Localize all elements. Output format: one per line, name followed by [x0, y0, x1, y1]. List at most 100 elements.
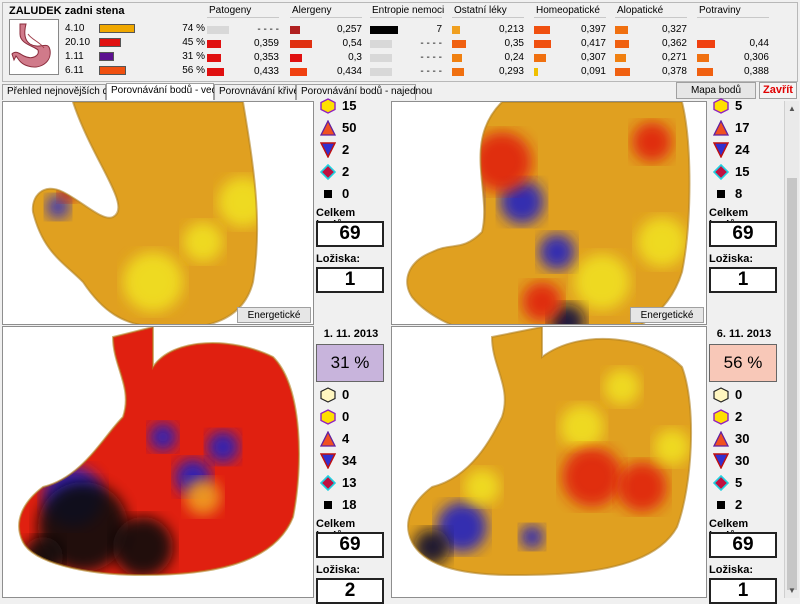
measurement-row[interactable]: 6.11 56 % — [65, 64, 207, 77]
symbol-count: 2 — [342, 142, 350, 157]
measurement-date: 1.11 — [65, 51, 84, 62]
symbol-count: 13 — [342, 475, 357, 490]
category-row: 0,091 — [534, 65, 612, 78]
category-label: Alopatické — [617, 5, 664, 16]
tab-compare-together[interactable]: Porovnávání bodů - najednou — [296, 84, 432, 100]
foci-value: 1 — [709, 578, 777, 604]
category-row: 7 — [370, 23, 448, 36]
category-4: Ostatní léky 0,213 0,35 0,24 0,293 — [452, 5, 530, 81]
triangle-down-icon — [319, 142, 337, 159]
category-bar — [207, 40, 221, 48]
stomach-heatmap — [3, 102, 313, 324]
stomach-heatmap — [392, 102, 702, 324]
category-bar — [452, 26, 460, 34]
diamond-icon — [712, 474, 730, 492]
map-button[interactable]: Mapa bodů — [676, 82, 756, 99]
foci-value: 1 — [316, 267, 384, 293]
category-row: 0,54 — [290, 37, 368, 50]
foci-value: 1 — [709, 267, 777, 293]
category-row: 0,271 — [615, 51, 693, 64]
category-bar — [370, 26, 398, 34]
category-7: Potraviny 0,44 0,306 0,388 — [697, 5, 775, 81]
category-value: 0,306 — [743, 52, 769, 63]
tab-overview[interactable]: Přehled nejnovějších dat — [2, 84, 117, 100]
category-value: 0,35 — [504, 38, 524, 49]
category-value: 0,378 — [661, 66, 687, 77]
measurement-date: 20.10 — [65, 37, 91, 48]
category-value: 7 — [436, 24, 442, 35]
energy-points-button[interactable]: Energetické body — [237, 307, 311, 323]
category-bar — [697, 54, 709, 62]
energy-points-button[interactable]: Energetické body — [630, 307, 704, 323]
category-row: 0,44 — [697, 37, 775, 50]
category-3: Entropie nemoci 7 - - - - - - - - - - - … — [370, 5, 448, 81]
category-row: 0,293 — [452, 65, 530, 78]
category-value: 0,54 — [342, 38, 362, 49]
category-value: 0,307 — [580, 52, 606, 63]
symbol-count: 2 — [735, 497, 743, 512]
percent-box: 31 % — [316, 344, 384, 382]
symbol-count: 0 — [342, 409, 350, 424]
triangle-up-icon — [319, 119, 337, 136]
symbol-count: 18 — [342, 497, 357, 512]
category-value: - - - - — [420, 52, 442, 63]
category-bar — [290, 54, 302, 62]
triangle-down-icon — [712, 453, 730, 470]
measurement-row[interactable]: 4.10 74 % — [65, 22, 207, 35]
category-bar — [697, 68, 713, 76]
category-row: 0,434 — [290, 65, 368, 78]
measurement-date: 4.10 — [65, 23, 85, 34]
category-bar — [452, 68, 464, 76]
triangle-up-icon — [319, 430, 337, 447]
category-label: Alergeny — [292, 5, 332, 16]
category-value: 0,417 — [580, 38, 606, 49]
measurement-percent: 45 % — [182, 37, 205, 48]
measurement-row[interactable]: 1.11 31 % — [65, 50, 207, 63]
category-value: 0,3 — [348, 52, 362, 63]
category-5: Homeopatické 0,397 0,417 0,307 0,091 — [534, 5, 612, 81]
black-square-icon — [320, 186, 336, 202]
symbol-count: 2 — [342, 164, 350, 179]
scroll-thumb[interactable] — [787, 178, 797, 590]
symbol-count: 34 — [342, 453, 357, 468]
black-square-icon — [320, 497, 336, 513]
category-value: 0,362 — [661, 38, 687, 49]
symbol-count: 15 — [342, 98, 357, 113]
measurement-row[interactable]: 20.10 45 % — [65, 36, 207, 49]
category-value: 0,434 — [336, 66, 362, 77]
scroll-up-icon[interactable]: ▲ — [788, 104, 796, 113]
close-button[interactable]: Zavřít — [759, 82, 797, 99]
organ-title: ZALUDEK zadni stena — [9, 5, 125, 17]
symbol-count: 50 — [342, 120, 357, 135]
category-bar — [615, 68, 630, 76]
symbol-count: 0 — [342, 186, 350, 201]
category-label: Entropie nemoci — [372, 5, 445, 16]
category-row: - - - - — [370, 51, 448, 64]
foci-label: Ložiska: — [316, 564, 361, 576]
category-row: 0,359 — [207, 37, 285, 50]
category-row: 0,306 — [697, 51, 775, 64]
heatmap-panel-4 — [391, 326, 707, 598]
category-value: 0,213 — [498, 24, 524, 35]
stomach-heatmap — [3, 327, 313, 580]
category-1: Patogeny - - - - 0,359 0,353 0,433 — [207, 5, 285, 81]
category-6: Alopatické 0,327 0,362 0,271 0,378 — [615, 5, 693, 81]
category-row: 0,213 — [452, 23, 530, 36]
measurement-bar — [99, 24, 135, 33]
symbol-count: 0 — [342, 387, 350, 402]
tab-compare-side[interactable]: Porovnávání bodů - vedle — [106, 83, 225, 100]
category-row: 0,24 — [452, 51, 530, 64]
summary-panel: ZALUDEK zadni stena 4.10 74 % 20.10 45 % 1… — [2, 2, 798, 82]
category-value: 0,271 — [661, 52, 687, 63]
scroll-down-icon[interactable]: ▼ — [788, 586, 796, 595]
foci-label: Ložiska: — [709, 564, 754, 576]
tab-compare-curves[interactable]: Porovnávání křivek — [214, 84, 304, 100]
category-bar — [290, 26, 300, 34]
category-row: 0,362 — [615, 37, 693, 50]
category-bar — [290, 68, 307, 76]
yellow-hexagon-icon — [713, 409, 729, 425]
category-value: 0,44 — [749, 38, 769, 49]
pale-hexagon-icon — [320, 387, 336, 403]
percent-box: 56 % — [709, 344, 777, 382]
